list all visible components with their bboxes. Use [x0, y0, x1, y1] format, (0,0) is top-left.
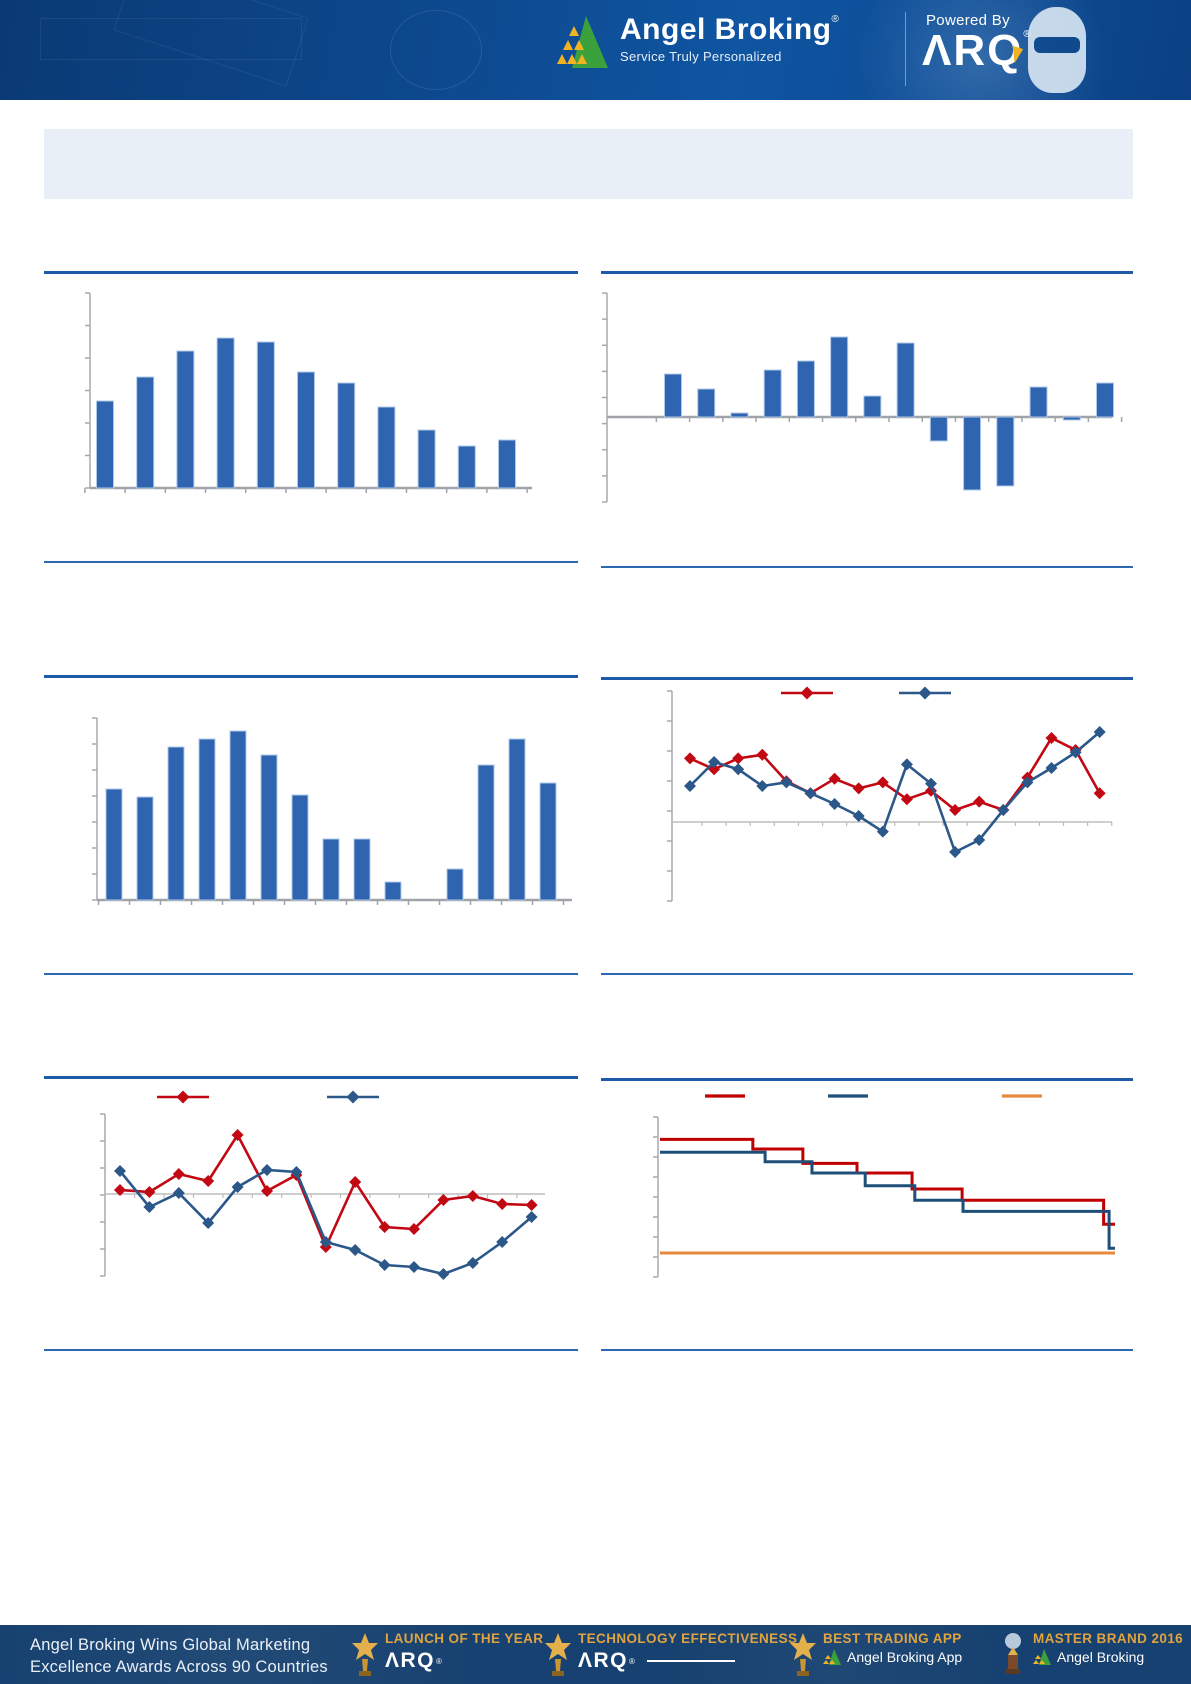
award-title: LAUNCH OF THE YEAR: [385, 1631, 544, 1646]
section-2-right-footer-rule: [601, 973, 1133, 975]
powered-by-block: Powered By ΛRQ®: [922, 12, 1035, 73]
section-2-left-title-rule: [44, 675, 578, 678]
registered-mark: ®: [831, 14, 839, 25]
robot-head-graphic: [1028, 7, 1086, 93]
section-2-left-footer-rule: [44, 973, 578, 975]
section-1-right-footer-rule: [601, 566, 1133, 568]
section-2-right-title-rule: [601, 677, 1133, 680]
award-master-brand-2016: MASTER BRAND 2016 Angel Broking: [1000, 1631, 1183, 1679]
summary-box: [44, 129, 1133, 199]
award-app-label: Angel Broking App: [847, 1649, 963, 1665]
robot-visor: [1034, 37, 1080, 53]
award-title: BEST TRADING APP: [823, 1631, 962, 1646]
section-3-right-footer-rule: [601, 1349, 1133, 1351]
trophy-star-icon: [352, 1633, 378, 1676]
section-1-left-title-rule: [44, 271, 578, 274]
circuit-pattern: [390, 10, 482, 90]
trophy-star-icon: [790, 1633, 816, 1676]
award-title: MASTER BRAND 2016: [1033, 1631, 1184, 1646]
section-3-right-title-rule: [601, 1078, 1133, 1081]
trophy-globe-icon: [1005, 1633, 1021, 1674]
award-brand-label: Angel Broking: [1057, 1649, 1145, 1665]
registered-mark: ®: [1023, 29, 1030, 40]
awards-banner: Angel Broking Wins Global Marketing Exce…: [0, 1625, 1191, 1684]
awards-headline-line1: Angel Broking Wins Global Marketing: [30, 1636, 311, 1654]
section-1-right-title-rule: [601, 271, 1133, 274]
trophy-star-icon: [545, 1633, 571, 1676]
arq-logo: ΛRQ: [922, 26, 1024, 75]
angel-broking-mini-logo-icon: [1033, 1649, 1051, 1665]
chart-6-step-chart: [653, 1094, 1115, 1278]
arq-wordmark: ΛRQ: [578, 1649, 629, 1672]
underline-rule: [646, 1660, 735, 1662]
chart-2-bar-chart: [602, 292, 1123, 503]
circuit-pattern: [40, 18, 302, 60]
header-banner: Angel Broking® Service Truly Personalize…: [0, 0, 1191, 100]
brand-lockup: Angel Broking® Service Truly Personalize…: [552, 14, 839, 70]
registered-mark: ®: [629, 1656, 635, 1666]
powered-by-label: Powered By: [926, 12, 1010, 29]
banner-texture: [0, 1625, 1191, 1684]
brand-name: Angel Broking: [620, 13, 832, 46]
chart-1-bar-chart: [84, 292, 532, 493]
header-divider: [905, 12, 906, 86]
section-3-left-title-rule: [44, 1076, 578, 1079]
angel-broking-logo-icon: [557, 16, 608, 68]
chart-4-line-chart: [667, 686, 1113, 902]
chart-5-line-chart: [100, 1090, 545, 1280]
chart-3-bar-chart: [92, 717, 572, 905]
award-best-trading-app: BEST TRADING APP Angel Broking App: [790, 1631, 962, 1679]
registered-mark: ®: [436, 1656, 442, 1666]
arq-wordmark: ΛRQ: [385, 1649, 436, 1672]
angel-broking-mini-logo-icon: [823, 1649, 841, 1665]
awards-headline-line2: Excellence Awards Across 90 Countries: [30, 1658, 328, 1677]
section-3-left-footer-rule: [44, 1349, 578, 1351]
award-launch-of-the-year: LAUNCH OF THE YEAR ΛRQ ®: [352, 1631, 543, 1679]
section-1-left-footer-rule: [44, 561, 578, 563]
brand-tagline: Service Truly Personalized: [620, 48, 782, 64]
awards-headline: Angel Broking Wins Global Marketing Exce…: [30, 1634, 328, 1679]
award-technology-effectiveness: TECHNOLOGY EFFECTIVENESS ΛRQ ®: [545, 1631, 797, 1679]
award-title: TECHNOLOGY EFFECTIVENESS: [578, 1631, 798, 1646]
